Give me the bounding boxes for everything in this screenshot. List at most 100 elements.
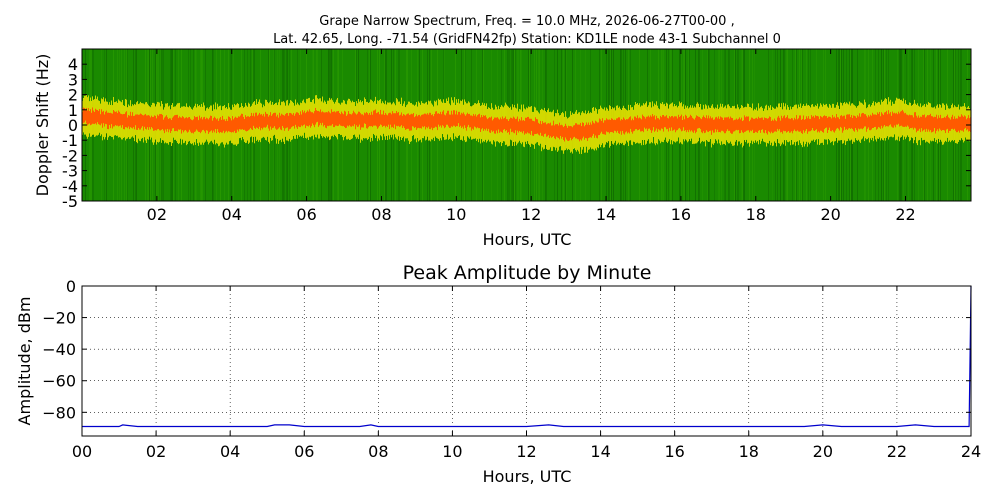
spectrogram-band-orange xyxy=(142,115,143,127)
spectrogram-band-orange xyxy=(778,115,779,131)
spectrogram-band-orange xyxy=(660,115,661,131)
spectrogram-band-orange xyxy=(951,116,952,129)
spectrogram-band-orange xyxy=(580,122,581,140)
spectrogram-band-orange xyxy=(314,111,315,128)
spectrogram-band-orange xyxy=(389,112,390,130)
spectrogram-band-orange xyxy=(786,117,787,133)
spectrogram-band-orange xyxy=(758,116,759,131)
spectrogram-y-tick-label: -2 xyxy=(62,146,78,165)
spectrogram-band-orange xyxy=(616,118,617,133)
spectrogram-band-orange xyxy=(207,118,208,131)
spectrogram-band-orange xyxy=(578,124,579,140)
spectrogram-band-orange xyxy=(622,119,623,131)
spectrogram-band-orange xyxy=(111,113,112,125)
spectrogram-band-orange xyxy=(625,120,626,133)
spectrogram-band-orange xyxy=(410,114,411,131)
spectrogram-band-orange xyxy=(793,120,794,131)
spectrogram-band-orange xyxy=(279,112,280,128)
spectrogram-band-orange xyxy=(349,113,350,126)
spectrogram-band-orange xyxy=(230,118,231,133)
spectrogram-band-orange xyxy=(441,114,442,128)
spectrogram-band-orange xyxy=(286,113,287,128)
spectrogram-band-orange xyxy=(307,110,308,127)
spectrogram-band-orange xyxy=(89,111,90,124)
spectrogram-band-orange xyxy=(610,120,611,133)
spectrogram-band-orange xyxy=(851,114,852,129)
spectrogram-band-orange xyxy=(367,113,368,129)
spectrogram-band-orange xyxy=(818,116,819,132)
spectrogram-band-orange xyxy=(703,115,704,132)
spectrogram-band-orange xyxy=(432,114,433,131)
spectrogram-band-orange xyxy=(962,115,963,131)
spectrogram-band-orange xyxy=(87,110,88,126)
spectrogram-band-orange xyxy=(538,122,539,135)
spectrogram-band-orange xyxy=(648,115,649,129)
spectrogram-band-orange xyxy=(841,115,842,128)
spectrogram-band-orange xyxy=(215,117,216,129)
spectrogram-band-orange xyxy=(304,110,305,125)
spectrogram-image xyxy=(82,49,971,201)
spectrogram-band-orange xyxy=(595,120,596,136)
spectrogram-band-orange xyxy=(688,117,689,133)
spectrogram-band-orange xyxy=(918,115,919,131)
spectrogram-band-orange xyxy=(381,114,382,126)
spectrogram-band-orange xyxy=(626,119,627,132)
spectrogram-band-orange xyxy=(131,115,132,128)
spectrogram-band-orange xyxy=(634,116,635,131)
spectrogram-band-orange xyxy=(820,115,821,131)
spectrogram-band-orange xyxy=(893,113,894,128)
spectrogram-band-orange xyxy=(187,118,188,133)
spectrogram-band-orange xyxy=(941,118,942,131)
spectrogram-band-orange xyxy=(746,116,747,131)
spectrogram-band-orange xyxy=(147,115,148,128)
spectrogram-band-orange xyxy=(208,119,209,134)
spectrogram-band-orange xyxy=(574,125,575,137)
spectrogram-band-orange xyxy=(155,115,156,131)
spectrogram-band-orange xyxy=(592,120,593,136)
amplitude-x-tick-label: 24 xyxy=(961,442,981,461)
spectrogram-band-orange xyxy=(351,114,352,127)
spectrogram-band-orange xyxy=(892,111,893,128)
spectrogram-band-orange xyxy=(641,119,642,132)
spectrogram-band-orange xyxy=(329,112,330,126)
spectrogram-band-orange xyxy=(935,116,936,134)
amplitude-x-tick-label: 14 xyxy=(590,442,610,461)
spectrogram-band-orange xyxy=(233,119,234,133)
spectrogram-band-orange xyxy=(406,114,407,130)
spectrogram-band-orange xyxy=(95,108,96,124)
spectrogram-band-orange xyxy=(789,118,790,133)
spectrogram-band-orange xyxy=(920,116,921,133)
spectrogram-band-orange xyxy=(196,116,197,130)
spectrogram-band-orange xyxy=(260,114,261,131)
spectrogram-band-orange xyxy=(185,117,186,130)
spectrogram-band-orange xyxy=(949,118,950,131)
spectrogram-x-ticks: 02 04 06 08 10 12 14 16 18 20 22 xyxy=(147,49,916,224)
spectrogram-band-orange xyxy=(510,117,511,129)
spectrogram-band-orange xyxy=(889,113,890,126)
spectrogram-band-orange xyxy=(261,114,262,128)
spectrogram-band-orange xyxy=(325,112,326,128)
spectrogram-band-orange xyxy=(868,115,869,128)
spectrogram-band-orange xyxy=(157,114,158,130)
spectrogram-band-orange xyxy=(743,120,744,134)
spectrogram-band-orange xyxy=(749,121,750,133)
spectrogram-band-orange xyxy=(201,116,202,132)
spectrogram-band-orange xyxy=(611,118,612,132)
spectrogram-band-orange xyxy=(877,112,878,129)
spectrogram-band-orange xyxy=(319,111,320,126)
spectrogram-band-orange xyxy=(238,116,239,132)
spectrogram-band-orange xyxy=(621,119,622,135)
spectrogram-band-orange xyxy=(378,111,379,128)
spectrogram-band-orange xyxy=(220,116,221,133)
spectrogram-band-orange xyxy=(152,116,153,129)
spectrogram-band-orange xyxy=(137,114,138,130)
spectrogram-band-orange xyxy=(451,110,452,127)
spectrogram-band-orange xyxy=(955,118,956,131)
spectrogram-band-orange xyxy=(529,118,530,134)
spectrogram-band-orange xyxy=(608,119,609,133)
spectrogram-band-orange xyxy=(961,114,962,131)
spectrogram-band-orange xyxy=(341,111,342,126)
spectrogram-band-orange xyxy=(912,115,913,128)
spectrogram-band-orange xyxy=(558,125,559,139)
spectrogram-band-orange xyxy=(560,125,561,136)
